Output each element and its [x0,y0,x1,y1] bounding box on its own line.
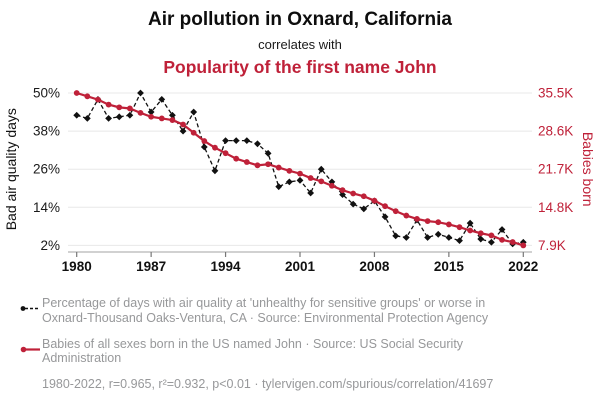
legend-air-quality: Percentage of days with air quality at '… [20,296,600,325]
svg-text:26%: 26% [33,162,60,177]
svg-text:2008: 2008 [359,259,390,274]
title-block: Air pollution in Oxnard, California corr… [0,0,600,78]
correlates-with-text: correlates with [258,36,342,52]
svg-text:7.9K: 7.9K [538,238,566,253]
svg-text:21.7K: 21.7K [538,162,573,177]
svg-text:50%: 50% [33,86,60,101]
svg-text:14%: 14% [33,200,60,215]
stats-line: 1980-2022, r=0.965, r²=0.932, p<0.01 · t… [42,376,494,391]
svg-text:1987: 1987 [136,259,166,274]
svg-text:2022: 2022 [508,259,538,274]
babies-series-icon [20,337,42,359]
air-quality-series-icon [20,296,42,318]
svg-text:14.8K: 14.8K [538,200,573,215]
svg-text:1980: 1980 [62,259,92,274]
svg-text:2015: 2015 [434,259,465,274]
svg-text:1994: 1994 [211,259,242,274]
svg-text:Bad air quality days: Bad air quality days [3,108,19,230]
legend-air-quality-text: Percentage of days with air quality at '… [42,296,489,326]
svg-text:2%: 2% [40,238,60,253]
stats-line-row: 1980-2022, r=0.965, r²=0.932, p<0.01 · t… [20,377,600,392]
svg-text:Babies born: Babies born [580,132,596,207]
svg-text:28.6K: 28.6K [538,124,573,139]
legend-babies-born-text: Babies of all sexes born in the US named… [42,336,464,366]
stats-spacer [20,377,42,381]
footer-legend: Percentage of days with air quality at '… [0,292,600,391]
legend-babies-born: Babies of all sexes born in the US named… [20,337,600,366]
secondary-chart-title: Popularity of the first name John [163,57,437,78]
svg-text:35.5K: 35.5K [538,86,573,101]
correlation-chart: 50% 38% 26% 14% 2% 35.5K 28.6K 21.7K 14.8K 7.9K 19… [3,86,596,275]
svg-text:38%: 38% [33,124,60,139]
svg-text:2001: 2001 [285,259,316,274]
chart-area: 50% 38% 26% 14% 2% 35.5K 28.6K 21.7K 14.8K 7.9K 19… [0,80,600,292]
chart-title: Air pollution in Oxnard, California [147,9,452,30]
